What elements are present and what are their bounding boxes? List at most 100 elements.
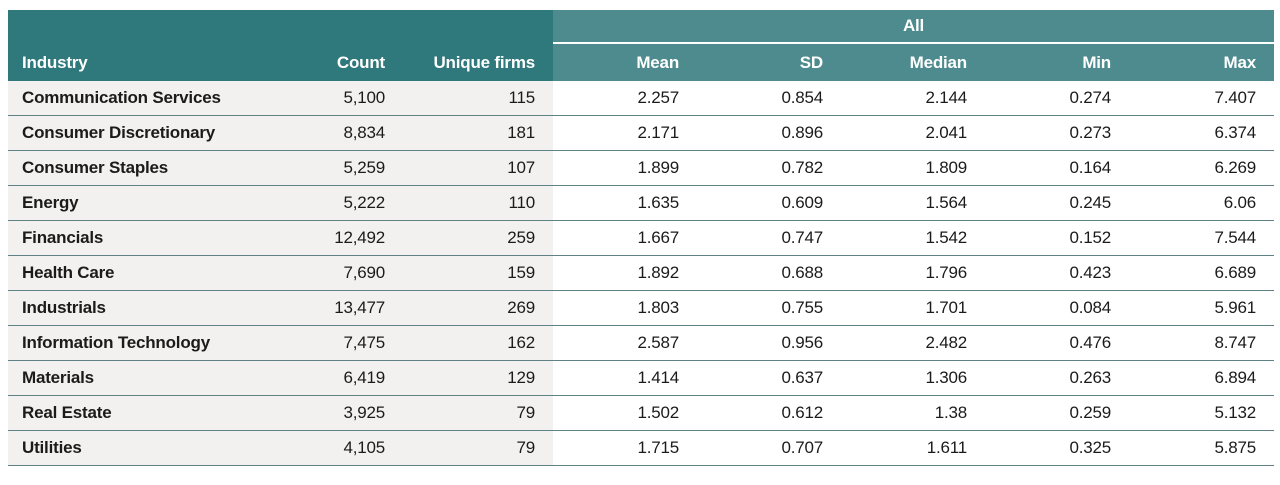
value-cell: 1.667 bbox=[553, 221, 697, 256]
table-row: Communication Services 5,100 115 2.257 0.854… bbox=[8, 81, 1275, 116]
value-cell: 1.899 bbox=[553, 151, 697, 186]
value-cell: 1.306 bbox=[841, 361, 985, 396]
group-header-all: All bbox=[553, 10, 1275, 44]
industry-cell: Materials bbox=[8, 361, 303, 396]
value-cell: 2.482 bbox=[841, 326, 985, 361]
table-row: Materials 6,419 129 1.414 0.637 1.306 0.263 6.8… bbox=[8, 361, 1275, 396]
value-cell: 0.747 bbox=[697, 221, 841, 256]
value-cell: 0.273 bbox=[985, 116, 1129, 151]
value-cell: 0.755 bbox=[697, 291, 841, 326]
table-row: Information Technology 7,475 162 2.587 0.956… bbox=[8, 326, 1275, 361]
value-cell: 0.854 bbox=[697, 81, 841, 116]
value-cell: 6.689 bbox=[1129, 256, 1275, 291]
value-cell: 0.707 bbox=[697, 431, 841, 466]
industry-summary-table: All Industry Count Unique firms Mean SD … bbox=[8, 10, 1275, 466]
value-cell: 1.542 bbox=[841, 221, 985, 256]
value-cell: 2.171 bbox=[553, 116, 697, 151]
value-cell: 6.894 bbox=[1129, 361, 1275, 396]
industry-cell: Industrials bbox=[8, 291, 303, 326]
value-cell: 0.612 bbox=[697, 396, 841, 431]
table-row: Health Care 7,690 159 1.892 0.688 1.796 0.423 6… bbox=[8, 256, 1275, 291]
column-header-row: Industry Count Unique firms Mean SD Medi… bbox=[8, 44, 1275, 81]
value-cell: 1.635 bbox=[553, 186, 697, 221]
column-header-count: Count bbox=[303, 44, 403, 81]
table-row: Industrials 13,477 269 1.803 0.755 1.701 0.084… bbox=[8, 291, 1275, 326]
value-cell: 0.263 bbox=[985, 361, 1129, 396]
value-cell: 115 bbox=[403, 81, 553, 116]
value-cell: 8,834 bbox=[303, 116, 403, 151]
table-row: Consumer Staples 5,259 107 1.899 0.782 1.809 0… bbox=[8, 151, 1275, 186]
column-header-unique-firms: Unique firms bbox=[403, 44, 553, 81]
value-cell: 5,222 bbox=[303, 186, 403, 221]
value-cell: 1.414 bbox=[553, 361, 697, 396]
value-cell: 0.782 bbox=[697, 151, 841, 186]
table-body: Communication Services 5,100 115 2.257 0.854… bbox=[8, 81, 1275, 466]
value-cell: 1.892 bbox=[553, 256, 697, 291]
value-cell: 6,419 bbox=[303, 361, 403, 396]
value-cell: 0.956 bbox=[697, 326, 841, 361]
value-cell: 110 bbox=[403, 186, 553, 221]
value-cell: 0.476 bbox=[985, 326, 1129, 361]
table-row: Consumer Discretionary 8,834 181 2.171 0.896… bbox=[8, 116, 1275, 151]
value-cell: 6.374 bbox=[1129, 116, 1275, 151]
industry-cell: Information Technology bbox=[8, 326, 303, 361]
table-row: Utilities 4,105 79 1.715 0.707 1.611 0.325 5.87… bbox=[8, 431, 1275, 466]
value-cell: 7.544 bbox=[1129, 221, 1275, 256]
value-cell: 12,492 bbox=[303, 221, 403, 256]
industry-cell: Financials bbox=[8, 221, 303, 256]
value-cell: 0.688 bbox=[697, 256, 841, 291]
value-cell: 1.502 bbox=[553, 396, 697, 431]
value-cell: 0.609 bbox=[697, 186, 841, 221]
value-cell: 0.164 bbox=[985, 151, 1129, 186]
value-cell: 1.715 bbox=[553, 431, 697, 466]
column-header-min: Min bbox=[985, 44, 1129, 81]
value-cell: 4,105 bbox=[303, 431, 403, 466]
column-header-sd: SD bbox=[697, 44, 841, 81]
value-cell: 1.701 bbox=[841, 291, 985, 326]
value-cell: 8.747 bbox=[1129, 326, 1275, 361]
value-cell: 0.245 bbox=[985, 186, 1129, 221]
value-cell: 2.257 bbox=[553, 81, 697, 116]
table-row: Energy 5,222 110 1.635 0.609 1.564 0.245 6.06 bbox=[8, 186, 1275, 221]
value-cell: 159 bbox=[403, 256, 553, 291]
industry-cell: Communication Services bbox=[8, 81, 303, 116]
value-cell: 0.896 bbox=[697, 116, 841, 151]
table-header: All Industry Count Unique firms Mean SD … bbox=[8, 10, 1275, 81]
group-header-spacer bbox=[8, 10, 553, 44]
value-cell: 7.407 bbox=[1129, 81, 1275, 116]
industry-cell: Real Estate bbox=[8, 396, 303, 431]
value-cell: 1.611 bbox=[841, 431, 985, 466]
table-row: Financials 12,492 259 1.667 0.747 1.542 0.152 7… bbox=[8, 221, 1275, 256]
value-cell: 5.961 bbox=[1129, 291, 1275, 326]
value-cell: 0.274 bbox=[985, 81, 1129, 116]
value-cell: 1.38 bbox=[841, 396, 985, 431]
value-cell: 0.259 bbox=[985, 396, 1129, 431]
column-header-mean: Mean bbox=[553, 44, 697, 81]
value-cell: 1.564 bbox=[841, 186, 985, 221]
value-cell: 0.152 bbox=[985, 221, 1129, 256]
table-row: Real Estate 3,925 79 1.502 0.612 1.38 0.259 5.1… bbox=[8, 396, 1275, 431]
value-cell: 1.809 bbox=[841, 151, 985, 186]
industry-cell: Consumer Discretionary bbox=[8, 116, 303, 151]
value-cell: 2.144 bbox=[841, 81, 985, 116]
value-cell: 5.132 bbox=[1129, 396, 1275, 431]
value-cell: 6.06 bbox=[1129, 186, 1275, 221]
value-cell: 162 bbox=[403, 326, 553, 361]
value-cell: 181 bbox=[403, 116, 553, 151]
value-cell: 5,100 bbox=[303, 81, 403, 116]
value-cell: 7,475 bbox=[303, 326, 403, 361]
value-cell: 7,690 bbox=[303, 256, 403, 291]
value-cell: 1.803 bbox=[553, 291, 697, 326]
value-cell: 13,477 bbox=[303, 291, 403, 326]
value-cell: 0.084 bbox=[985, 291, 1129, 326]
value-cell: 269 bbox=[403, 291, 553, 326]
value-cell: 129 bbox=[403, 361, 553, 396]
column-header-industry: Industry bbox=[8, 44, 303, 81]
group-header-row: All bbox=[8, 10, 1275, 44]
value-cell: 1.796 bbox=[841, 256, 985, 291]
industry-cell: Utilities bbox=[8, 431, 303, 466]
value-cell: 107 bbox=[403, 151, 553, 186]
industry-cell: Health Care bbox=[8, 256, 303, 291]
value-cell: 5,259 bbox=[303, 151, 403, 186]
